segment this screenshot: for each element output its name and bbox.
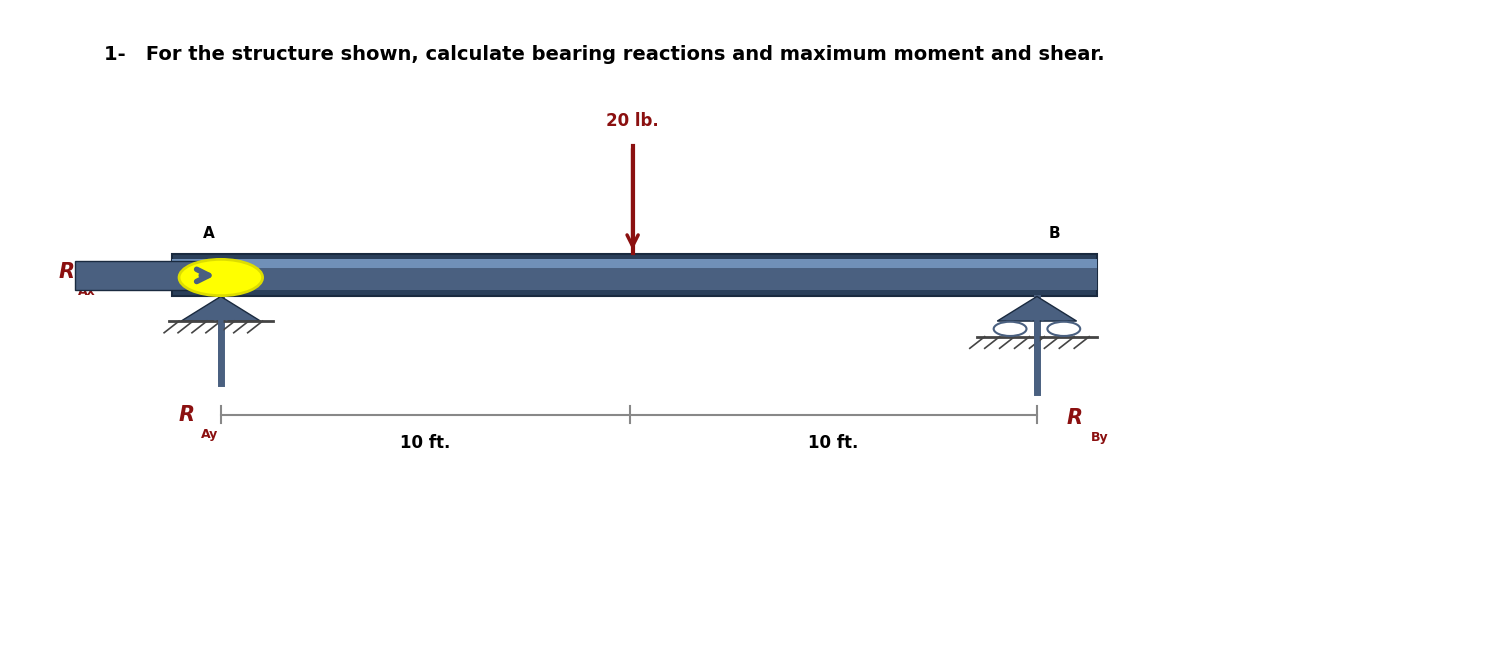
Polygon shape [997, 297, 1077, 321]
FancyBboxPatch shape [172, 255, 1097, 297]
Text: R: R [1067, 408, 1083, 428]
FancyBboxPatch shape [172, 259, 1097, 290]
FancyBboxPatch shape [172, 259, 1097, 268]
Polygon shape [181, 297, 261, 321]
Text: By: By [1091, 431, 1109, 444]
Text: 10 ft.: 10 ft. [809, 434, 858, 452]
Text: Ay: Ay [201, 428, 219, 441]
Text: R: R [179, 405, 195, 424]
Text: 1-   For the structure shown, calculate bearing reactions and maximum moment and: 1- For the structure shown, calculate be… [104, 45, 1106, 64]
Text: A: A [203, 226, 215, 242]
Circle shape [1047, 322, 1080, 336]
Text: B: B [1049, 226, 1061, 242]
Text: Ax: Ax [78, 285, 95, 298]
Text: 20 lb.: 20 lb. [606, 111, 659, 130]
Circle shape [179, 259, 263, 295]
FancyBboxPatch shape [75, 261, 213, 290]
Text: R: R [58, 262, 75, 282]
Circle shape [994, 322, 1026, 336]
Text: 10 ft.: 10 ft. [400, 434, 451, 452]
